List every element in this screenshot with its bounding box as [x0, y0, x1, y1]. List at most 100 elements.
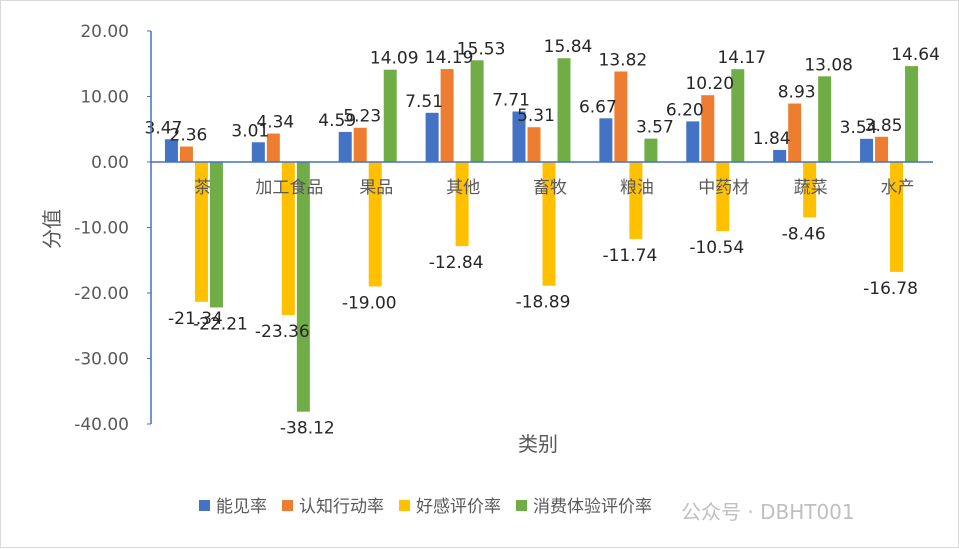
bar-3	[629, 162, 643, 239]
data-label: 7.51	[405, 92, 443, 112]
bar-1	[425, 112, 439, 162]
bar-3	[803, 162, 817, 218]
legend-label: 好感评价率	[416, 497, 501, 517]
x-category-label: 加工食品	[255, 178, 323, 198]
y-tick-label: -40.00	[74, 415, 129, 435]
y-tick-label: -30.00	[74, 350, 129, 370]
data-label: 5.31	[517, 106, 555, 126]
bar-2	[788, 103, 802, 162]
x-category-label: 畜牧	[533, 178, 567, 198]
bar-2	[875, 136, 889, 162]
y-axis-ticks: 20.00 10.00 0.00 -10.00 -20.00 -30.00 -40.00	[74, 22, 151, 435]
data-label: 1.84	[753, 129, 791, 149]
x-category-label: 其他	[446, 178, 480, 198]
bar-3	[281, 162, 295, 316]
bar-4	[731, 69, 745, 162]
bar-2	[266, 133, 280, 162]
bar-4	[470, 60, 484, 162]
bar-3	[455, 162, 469, 247]
bar-1	[599, 118, 613, 162]
data-label: -38.12	[280, 419, 335, 439]
legend: 能见率 认知行动率 好感评价率 消费体验评价率	[199, 497, 652, 517]
x-category-label: 果品	[359, 178, 393, 198]
data-label: 8.93	[778, 83, 816, 103]
legend-swatch	[516, 500, 527, 511]
bar-3	[716, 162, 730, 232]
data-label: 15.53	[457, 39, 506, 59]
bar-3	[194, 162, 208, 302]
data-label: -11.74	[602, 246, 657, 266]
bar-1	[773, 149, 787, 162]
bar-2	[614, 71, 628, 162]
bar-2	[179, 146, 193, 162]
data-label: -21.34	[168, 309, 223, 329]
data-label: 14.09	[370, 49, 419, 69]
data-label: 3.54	[840, 118, 878, 138]
bar-4	[557, 58, 571, 162]
bar-4	[644, 138, 658, 162]
bar-3	[542, 162, 556, 286]
data-label: 4.34	[256, 113, 294, 133]
y-tick-label: -10.00	[74, 219, 129, 239]
data-label: -12.84	[429, 253, 484, 273]
bar-1	[164, 139, 178, 162]
bar-2	[353, 127, 367, 162]
bar-4	[296, 162, 310, 412]
x-axis-categories: 茶 加工食品 果品 其他 畜牧 粮油 中药材 蔬菜 水产	[194, 178, 915, 198]
bar-4	[905, 66, 919, 162]
data-labels: 3.472.36 -21.34-22.21 3.014.34 -23.36 -38.12…	[145, 37, 940, 438]
bar-3	[368, 162, 382, 287]
bar-1	[686, 121, 700, 162]
data-label: -16.78	[863, 279, 918, 299]
bar-1	[338, 131, 352, 162]
bar-2	[440, 69, 454, 162]
data-label: 13.82	[599, 50, 648, 70]
data-label: -22.21	[193, 314, 248, 334]
legend-label: 认知行动率	[299, 497, 384, 517]
data-label: 14.64	[891, 45, 940, 65]
data-label: 7.71	[492, 90, 530, 110]
data-label: -19.00	[342, 293, 397, 313]
legend-label: 消费体验评价率	[533, 497, 652, 517]
data-label: 3.01	[231, 121, 269, 141]
data-label: 4.59	[318, 111, 356, 131]
bar-4	[818, 76, 832, 162]
bar-1	[251, 142, 265, 162]
bar-1	[860, 138, 874, 162]
data-label: 14.17	[717, 48, 766, 68]
bar-2	[527, 127, 541, 162]
data-label: 6.20	[666, 100, 704, 120]
data-label: -10.54	[689, 238, 744, 258]
y-tick-label: 0.00	[91, 153, 129, 173]
legend-swatch	[399, 500, 410, 511]
data-label: 5.23	[343, 107, 381, 127]
bar-4	[209, 162, 223, 308]
bar-2	[701, 95, 715, 162]
legend-swatch	[282, 500, 293, 511]
data-label: 3.57	[636, 118, 674, 138]
bar-1	[512, 111, 526, 162]
data-label: -18.89	[516, 293, 571, 313]
bars	[164, 58, 919, 412]
bar-4	[383, 69, 397, 162]
x-category-label: 蔬菜	[794, 178, 828, 198]
x-category-label: 粮油	[620, 178, 654, 198]
watermark-text: 公众号 · DBHT001	[681, 500, 855, 524]
x-category-label: 茶	[194, 178, 211, 198]
x-axis-title: 类别	[518, 432, 558, 456]
data-label: 15.84	[544, 37, 593, 57]
y-tick-label: 20.00	[80, 22, 129, 42]
legend-swatch	[199, 500, 210, 511]
data-label: 3.47	[145, 118, 183, 138]
x-category-label: 水产	[881, 178, 915, 198]
data-label: -23.36	[255, 322, 310, 342]
data-label: -8.46	[782, 224, 826, 244]
y-tick-label: 10.00	[80, 88, 129, 108]
data-label: 2.36	[170, 126, 208, 146]
data-label: 6.67	[579, 97, 617, 117]
y-axis-title: 分值	[40, 209, 64, 249]
data-label: 14.19	[425, 48, 474, 68]
bar-3	[890, 162, 904, 272]
